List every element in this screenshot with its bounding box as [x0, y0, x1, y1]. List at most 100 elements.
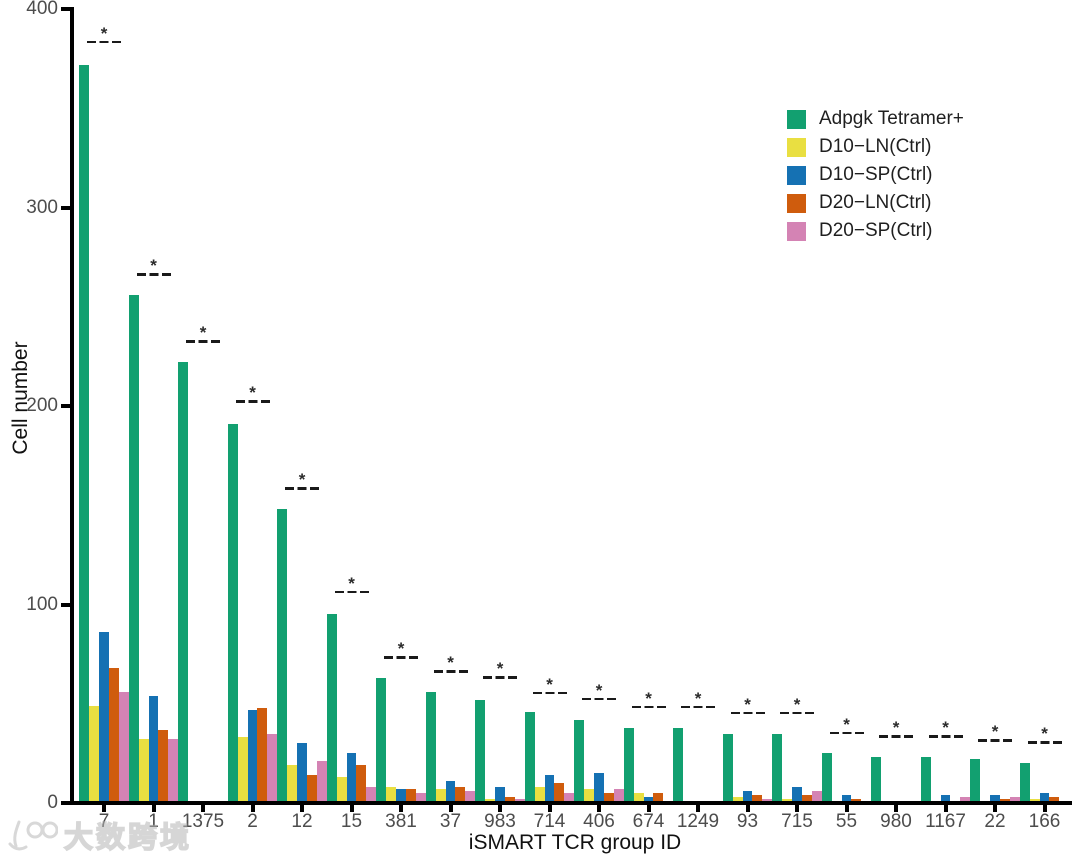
bar-d20-ln-ctrl--group-12 — [306, 775, 317, 803]
bar-d20-ln-ctrl--group-93 — [752, 795, 763, 803]
bar-d20-sp-ctrl--group-15 — [366, 787, 377, 803]
significance-star: * — [199, 323, 207, 343]
y-tick-mark — [61, 205, 70, 210]
significance-dash-line — [186, 340, 220, 344]
significance-dash-line — [235, 400, 270, 403]
bar-d10-sp-ctrl--group-55 — [841, 795, 852, 803]
x-tick-mark — [201, 805, 205, 812]
bar-d10-ln-ctrl--group-381 — [386, 787, 397, 803]
significance-marker: * — [87, 24, 121, 44]
y-tick-mark — [61, 602, 70, 607]
x-axis-title: iSMART TCR group ID — [468, 831, 682, 854]
x-tick-label: 674 — [632, 811, 665, 832]
bar-d10-sp-ctrl--group-1 — [148, 695, 159, 803]
significance-star: * — [694, 688, 702, 708]
bar-d20-sp-ctrl--group-12 — [316, 761, 327, 803]
bar-d10-ln-ctrl--group-37 — [435, 789, 446, 803]
legend-row: D10−SP(Ctrl) — [787, 161, 964, 189]
legend-row: D20−LN(Ctrl) — [787, 189, 964, 217]
x-tick-label: 1167 — [925, 811, 966, 832]
x-tick-mark — [547, 805, 552, 812]
bar-adpgk-tetramer--group-381 — [376, 677, 387, 803]
bar-d20-ln-ctrl--group-37 — [455, 787, 466, 803]
significance-marker: * — [582, 681, 616, 701]
significance-dash-line — [532, 691, 567, 695]
bar-adpgk-tetramer--group-15 — [326, 614, 337, 803]
x-tick-mark — [696, 805, 700, 812]
y-tick-label: 200 — [26, 395, 58, 416]
significance-star: * — [843, 714, 850, 734]
significance-dash-line — [928, 735, 963, 739]
x-tick-mark — [300, 805, 304, 812]
x-axis-line — [70, 801, 1072, 805]
bar-d20-sp-ctrl--group-2 — [267, 733, 278, 803]
bar-d20-ln-ctrl--group-674 — [653, 793, 664, 803]
y-tick-mark — [61, 404, 70, 408]
significance-marker: * — [730, 695, 765, 715]
x-tick-mark — [894, 805, 898, 812]
significance-dash-line — [631, 705, 666, 709]
significance-marker: * — [928, 718, 963, 739]
significance-marker: * — [285, 470, 319, 490]
bar-d10-sp-ctrl--group-22 — [990, 795, 1000, 803]
significance-dash-line — [582, 697, 616, 701]
bar-d20-sp-ctrl--group-7 — [118, 691, 129, 803]
bar-d10-ln-ctrl--group-674 — [633, 793, 644, 803]
legend-swatch — [787, 221, 806, 241]
bar-d10-sp-ctrl--group-381 — [396, 789, 406, 803]
x-tick-label: 2 — [247, 811, 258, 832]
bar-d20-ln-ctrl--group-1 — [158, 729, 169, 803]
significance-dash-line — [879, 735, 913, 739]
significance-star: * — [447, 652, 454, 672]
x-tick-mark — [399, 805, 403, 812]
significance-marker: * — [186, 323, 220, 344]
significance-star: * — [991, 722, 999, 742]
bar-d20-sp-ctrl--group-22 — [1009, 797, 1020, 803]
watermark-logo-icon — [8, 820, 58, 851]
significance-star: * — [942, 718, 949, 738]
bar-d20-ln-ctrl--group-2 — [257, 707, 268, 803]
bar-d10-ln-ctrl--group-12 — [287, 765, 298, 803]
bar-d20-sp-ctrl--group-1 — [168, 739, 179, 803]
significance-star: * — [496, 658, 504, 678]
bar-d10-sp-ctrl--group-1167 — [940, 795, 951, 803]
significance-star: * — [298, 470, 306, 490]
x-tick-mark — [795, 805, 799, 812]
bar-d10-sp-ctrl--group-983 — [495, 787, 505, 803]
legend-label: D10−SP(Ctrl) — [819, 164, 933, 185]
bar-adpgk-tetramer--group-1375 — [178, 362, 189, 803]
x-tick-label: 1 — [148, 811, 159, 832]
significance-dash-line — [334, 590, 369, 594]
x-tick-mark — [448, 805, 453, 812]
bar-d10-sp-ctrl--group-12 — [297, 743, 307, 803]
bar-adpgk-tetramer--group-1 — [128, 294, 139, 803]
bar-d10-sp-ctrl--group-7 — [99, 632, 109, 803]
significance-marker: * — [1027, 724, 1062, 745]
bar-d10-sp-ctrl--group-166 — [1039, 793, 1050, 803]
significance-star: * — [397, 639, 405, 659]
x-tick-label: 166 — [1028, 811, 1061, 832]
significance-dash-line — [730, 711, 765, 715]
bar-d20-sp-ctrl--group-715 — [811, 791, 822, 803]
x-tick-label: 7 — [98, 811, 110, 832]
bar-adpgk-tetramer--group-714 — [524, 711, 535, 803]
bar-adpgk-tetramer--group-674 — [623, 727, 634, 803]
bar-d20-ln-ctrl--group-406 — [603, 793, 614, 803]
significance-dash-line — [483, 675, 517, 679]
significance-dash-line — [87, 40, 121, 44]
x-tick-label: 980 — [880, 811, 912, 832]
x-tick-label: 93 — [736, 811, 759, 832]
significance-dash-line — [978, 739, 1012, 743]
bar-d20-ln-ctrl--group-381 — [405, 789, 416, 803]
x-tick-label: 715 — [781, 811, 813, 832]
significance-marker: * — [235, 383, 270, 403]
bar-d20-ln-ctrl--group-714 — [554, 783, 565, 803]
bar-d20-sp-ctrl--group-37 — [465, 791, 476, 803]
legend-row: D10−LN(Ctrl) — [787, 133, 964, 161]
y-tick-mark — [61, 801, 70, 805]
bar-adpgk-tetramer--group-715 — [772, 733, 783, 803]
significance-marker: * — [532, 675, 567, 695]
bar-d20-sp-ctrl--group-406 — [613, 789, 624, 803]
bar-adpgk-tetramer--group-1249 — [673, 727, 684, 803]
significance-marker: * — [334, 574, 369, 594]
